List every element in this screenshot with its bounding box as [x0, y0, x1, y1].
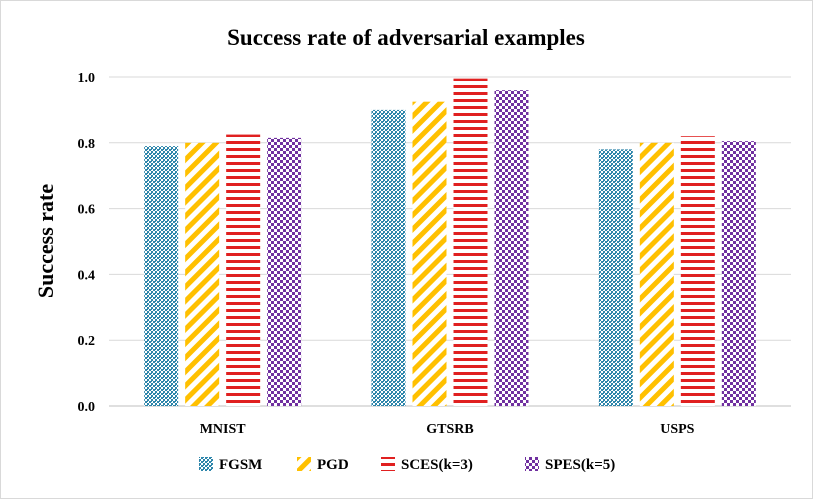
bar-fgsm-gtsrb — [371, 109, 406, 407]
bar-pgd-usps — [639, 142, 674, 407]
y-tick-label: 0.0 — [78, 400, 96, 415]
x-category-label: MNIST — [200, 422, 247, 437]
chart-title: Success rate of adversarial examples — [227, 25, 585, 50]
bar-spes-k-5-usps — [721, 141, 756, 406]
y-tick-label: 0.6 — [78, 203, 96, 218]
bar-sces-k-3-gtsrb — [453, 78, 488, 407]
y-tick-label: 1.0 — [78, 71, 96, 86]
legend-label: PGD — [317, 457, 349, 473]
bar-spes-k-5-mnist — [267, 137, 302, 407]
legend-swatch — [297, 457, 311, 471]
bar-spes-k-5-gtsrb — [494, 90, 529, 406]
bar-sces-k-3-mnist — [226, 134, 261, 406]
bar-fgsm-usps — [598, 149, 633, 406]
y-tick-label: 0.2 — [78, 334, 96, 349]
legend: FGSM PGD SCES(k=3) SPES(k=5) — [199, 457, 615, 473]
y-axis-label: Success rate — [33, 184, 58, 298]
x-category-label: GTSRB — [426, 422, 473, 437]
legend-swatch — [525, 457, 539, 471]
bar-pgd-mnist — [185, 142, 220, 407]
legend-swatch — [199, 457, 213, 471]
legend-label: SPES(k=5) — [545, 457, 615, 473]
bar-sces-k-3-usps — [680, 136, 715, 406]
gridlines — [109, 76, 791, 407]
legend-label: SCES(k=3) — [401, 457, 473, 473]
y-tick-label: 0.4 — [78, 268, 96, 283]
bar-fgsm-mnist — [144, 146, 179, 406]
bar-pgd-gtsrb — [412, 101, 447, 407]
bars — [144, 78, 756, 407]
legend-label: FGSM — [219, 457, 262, 473]
x-category-label: USPS — [660, 422, 694, 437]
legend-swatch — [381, 457, 395, 471]
x-axis-categories: MNIST GTSRB USPS — [200, 422, 695, 437]
y-axis-ticks: 0.0 0.2 0.4 0.6 0.8 1.0 — [78, 71, 96, 415]
y-tick-label: 0.8 — [78, 137, 96, 152]
